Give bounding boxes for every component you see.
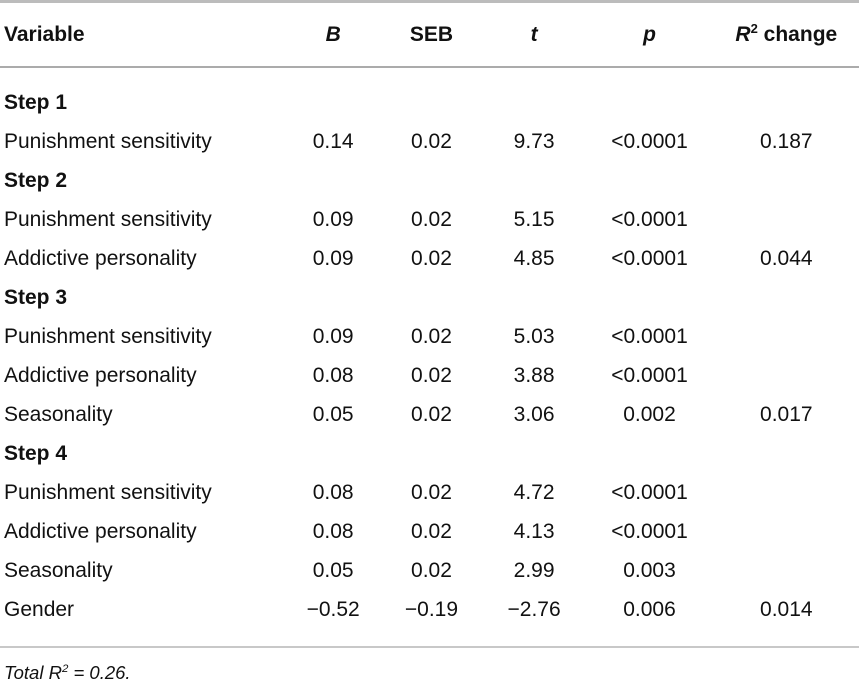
- cell-r2change: 0.044: [760, 246, 813, 270]
- cell-seb: 0.02: [411, 402, 452, 426]
- cell-seb: 0.02: [411, 324, 452, 348]
- cell-p: <0.0001: [611, 480, 688, 504]
- cell-p: 0.003: [623, 558, 676, 582]
- cell-p: 0.006: [623, 597, 676, 621]
- cell-t: 9.73: [513, 129, 555, 153]
- cell-p: <0.0001: [611, 207, 688, 231]
- cell-r2change: [714, 473, 859, 512]
- cell-p: <0.0001: [611, 324, 688, 348]
- cell-b: 0.08: [312, 363, 354, 387]
- data-row: Punishment sensitivity 0.14 0.02 9.73 <0.000…: [0, 122, 859, 161]
- column-header-b: B: [286, 0, 381, 68]
- data-row: Seasonality 0.05 0.02 3.06 0.002 0.017: [0, 395, 859, 434]
- regression-table-figure: Variable B SEB t p R2 change Step 1 Punishment…: [0, 0, 859, 683]
- column-header-variable: Variable: [0, 0, 287, 68]
- column-header-seb: SEB: [380, 0, 483, 68]
- data-row: Seasonality 0.05 0.02 2.99 0.003: [0, 551, 859, 590]
- bottom-rule: [0, 646, 859, 648]
- cell-p: <0.0001: [611, 519, 688, 543]
- cell-t: 4.13: [513, 519, 555, 543]
- cell-variable: Addictive personality: [4, 246, 197, 270]
- table-header: Variable B SEB t p R2 change: [0, 0, 859, 68]
- table-footnote: Total R2 = 0.26.: [4, 662, 131, 683]
- cell-r2change: 0.014: [760, 597, 813, 621]
- cell-seb: 0.02: [411, 246, 452, 270]
- cell-t: −2.76: [507, 597, 561, 621]
- cell-seb: 0.02: [411, 480, 452, 504]
- section-row: Step 4: [0, 434, 859, 473]
- cell-r2change: [714, 200, 859, 239]
- header-row: Variable B SEB t p R2 change: [0, 0, 859, 68]
- cell-r2change: 0.187: [760, 129, 813, 153]
- cell-p: 0.002: [623, 402, 676, 426]
- column-header-r2change: R2 change: [713, 0, 859, 68]
- cell-seb: 0.02: [411, 207, 452, 231]
- cell-t: 5.15: [513, 207, 555, 231]
- cell-b: 0.05: [312, 558, 354, 582]
- cell-b: 0.08: [312, 480, 354, 504]
- cell-seb: 0.02: [411, 363, 452, 387]
- section-label: Step 3: [4, 285, 68, 309]
- cell-b: −0.52: [306, 597, 360, 621]
- section-row: Step 2: [0, 161, 859, 200]
- cell-b: 0.09: [312, 246, 354, 270]
- cell-p: <0.0001: [611, 129, 688, 153]
- cell-t: 3.06: [513, 402, 555, 426]
- cell-variable: Seasonality: [4, 558, 113, 582]
- cell-variable: Addictive personality: [4, 363, 197, 387]
- cell-seb: 0.02: [411, 129, 452, 153]
- cell-variable: Gender: [4, 597, 75, 621]
- cell-r2change: 0.017: [760, 402, 813, 426]
- data-row: Addictive personality 0.09 0.02 4.85 <0.0001…: [0, 239, 859, 278]
- data-row: Punishment sensitivity 0.09 0.02 5.03 <0.000…: [0, 317, 859, 356]
- regression-table: Variable B SEB t p R2 change Step 1 Punishment…: [0, 0, 859, 629]
- cell-b: 0.05: [312, 402, 354, 426]
- cell-r2change: [714, 356, 859, 395]
- cell-seb: −0.19: [404, 597, 459, 621]
- cell-t: 4.85: [513, 246, 555, 270]
- cell-r2change: [714, 551, 859, 590]
- cell-r2change: [714, 512, 859, 551]
- column-header-t: t: [482, 0, 586, 68]
- cell-variable: Addictive personality: [4, 519, 197, 543]
- data-row: Punishment sensitivity 0.08 0.02 4.72 <0.000…: [0, 473, 859, 512]
- cell-variable: Punishment sensitivity: [4, 480, 212, 504]
- section-label: Step 2: [4, 168, 68, 192]
- cell-b: 0.09: [312, 324, 354, 348]
- section-row: Step 3: [0, 278, 859, 317]
- cell-variable: Punishment sensitivity: [4, 129, 212, 153]
- cell-t: 3.88: [513, 363, 555, 387]
- cell-seb: 0.02: [411, 558, 452, 582]
- cell-b: 0.14: [312, 129, 354, 153]
- data-row: Punishment sensitivity 0.09 0.02 5.15 <0.000…: [0, 200, 859, 239]
- cell-t: 2.99: [513, 558, 555, 582]
- cell-t: 5.03: [513, 324, 555, 348]
- data-row: Addictive personality 0.08 0.02 4.13 <0.0001: [0, 512, 859, 551]
- section-row: Step 1: [0, 67, 859, 122]
- cell-variable: Seasonality: [4, 402, 113, 426]
- cell-b: 0.08: [312, 519, 354, 543]
- cell-seb: 0.02: [411, 519, 452, 543]
- cell-variable: Punishment sensitivity: [4, 207, 212, 231]
- cell-variable: Punishment sensitivity: [4, 324, 212, 348]
- cell-b: 0.09: [312, 207, 354, 231]
- cell-t: 4.72: [513, 480, 555, 504]
- section-label: Step 4: [4, 441, 68, 465]
- data-row: Addictive personality 0.08 0.02 3.88 <0.0001: [0, 356, 859, 395]
- cell-p: <0.0001: [611, 363, 688, 387]
- table-body: Step 1 Punishment sensitivity 0.14 0.02 9.73…: [0, 67, 859, 629]
- section-label: Step 1: [4, 90, 68, 114]
- cell-r2change: [714, 317, 859, 356]
- column-header-p: p: [585, 0, 714, 68]
- cell-p: <0.0001: [611, 246, 688, 270]
- data-row: Gender −0.52 −0.19 −2.76 0.006 0.014: [0, 590, 859, 629]
